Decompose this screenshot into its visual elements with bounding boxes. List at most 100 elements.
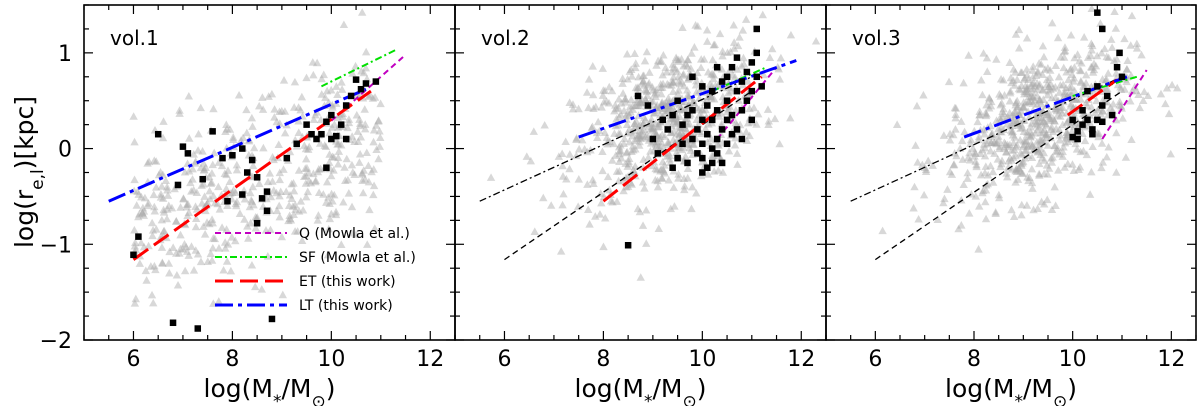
- bg-point: [984, 93, 994, 102]
- bg-point: [1022, 84, 1032, 93]
- bg-point: [640, 113, 649, 122]
- bg-point: [759, 70, 768, 79]
- bg-point: [225, 125, 235, 133]
- bg-point: [603, 172, 613, 181]
- bg-point: [640, 184, 649, 192]
- bg-point: [1040, 199, 1049, 208]
- bg-point: [970, 147, 979, 156]
- bg-point: [1012, 140, 1022, 149]
- bg-point: [630, 136, 639, 145]
- bg-point: [957, 117, 966, 125]
- bg-point: [598, 166, 607, 175]
- bg-point: [709, 70, 719, 79]
- bg-point: [1033, 79, 1042, 87]
- bg-point: [724, 88, 733, 97]
- bg-point: [222, 170, 231, 179]
- bg-point: [1033, 204, 1042, 213]
- sample-point: [342, 102, 350, 109]
- bg-point: [631, 162, 640, 170]
- bg-point: [172, 249, 181, 257]
- bg-point: [1067, 82, 1076, 91]
- bg-point: [627, 147, 636, 155]
- bg-point: [599, 86, 608, 94]
- bg-point: [327, 189, 336, 198]
- bg-point: [994, 132, 1003, 140]
- bg-point: [1096, 109, 1106, 118]
- bg-point: [706, 92, 715, 100]
- bg-point: [258, 93, 267, 101]
- bg-point: [701, 105, 710, 114]
- bg-point: [339, 20, 349, 29]
- bg-point: [1011, 142, 1021, 151]
- bg-point: [996, 123, 1006, 131]
- sample-point: [357, 85, 365, 93]
- bg-point: [653, 106, 663, 114]
- bg-point: [1062, 132, 1071, 141]
- bg-point: [996, 74, 1006, 83]
- bg-point: [289, 179, 298, 187]
- bg-point: [686, 64, 696, 72]
- bg-point: [1032, 100, 1042, 108]
- x-tick-label: 12: [416, 347, 444, 372]
- bg-point: [986, 138, 996, 146]
- bg-point: [1009, 212, 1019, 220]
- bg-point: [1023, 82, 1032, 91]
- bg-point: [588, 175, 597, 184]
- bg-point: [327, 171, 336, 180]
- bg-point: [328, 196, 337, 205]
- bg-point: [592, 128, 602, 137]
- bg-point: [333, 159, 343, 168]
- bg-point: [623, 74, 632, 83]
- legend-entry: ET (this work): [299, 274, 396, 290]
- bg-point: [1127, 135, 1136, 144]
- bg-point: [322, 177, 332, 186]
- bg-point: [620, 94, 630, 103]
- bg-point: [1038, 128, 1048, 136]
- bg-point: [1112, 54, 1121, 63]
- bg-point: [978, 90, 987, 99]
- bg-point: [1039, 95, 1048, 103]
- bg-point: [196, 103, 205, 112]
- bg-point: [658, 174, 667, 183]
- bg-point: [1005, 96, 1015, 105]
- bg-point: [678, 71, 688, 79]
- bg-point: [546, 201, 556, 209]
- bg-point: [1003, 172, 1012, 181]
- bg-point: [1027, 97, 1036, 105]
- sample-point: [1099, 25, 1106, 33]
- bg-point: [222, 225, 231, 233]
- bg-point: [1066, 99, 1076, 108]
- bg-point: [1016, 68, 1026, 76]
- bg-point: [257, 285, 266, 293]
- bg-point: [690, 43, 699, 51]
- bg-point: [285, 147, 295, 156]
- bg-point: [1039, 148, 1048, 157]
- bg-point: [615, 147, 624, 155]
- sample-point: [723, 140, 731, 148]
- bg-point: [361, 120, 370, 128]
- bg-point: [983, 170, 993, 179]
- bg-point: [654, 137, 663, 146]
- bg-point: [982, 110, 991, 118]
- bg-point: [689, 96, 698, 105]
- sample-point: [728, 111, 736, 119]
- bg-point: [1028, 73, 1038, 81]
- bg-point: [1127, 11, 1137, 20]
- bg-point: [672, 55, 681, 63]
- bg-point: [248, 161, 258, 170]
- bg-point: [582, 88, 592, 96]
- bg-point: [656, 57, 665, 66]
- bg-point: [692, 88, 701, 96]
- bg-point: [676, 124, 686, 132]
- bg-point: [1107, 43, 1117, 51]
- bg-point: [223, 166, 233, 174]
- bg-point: [1007, 78, 1016, 87]
- bg-point: [703, 37, 712, 45]
- bg-point: [989, 138, 999, 146]
- bg-point: [1060, 46, 1070, 54]
- bg-point: [337, 78, 346, 86]
- bg-point: [198, 147, 207, 155]
- bg-point: [1004, 163, 1013, 171]
- bg-point: [683, 62, 692, 70]
- bg-point: [130, 299, 140, 307]
